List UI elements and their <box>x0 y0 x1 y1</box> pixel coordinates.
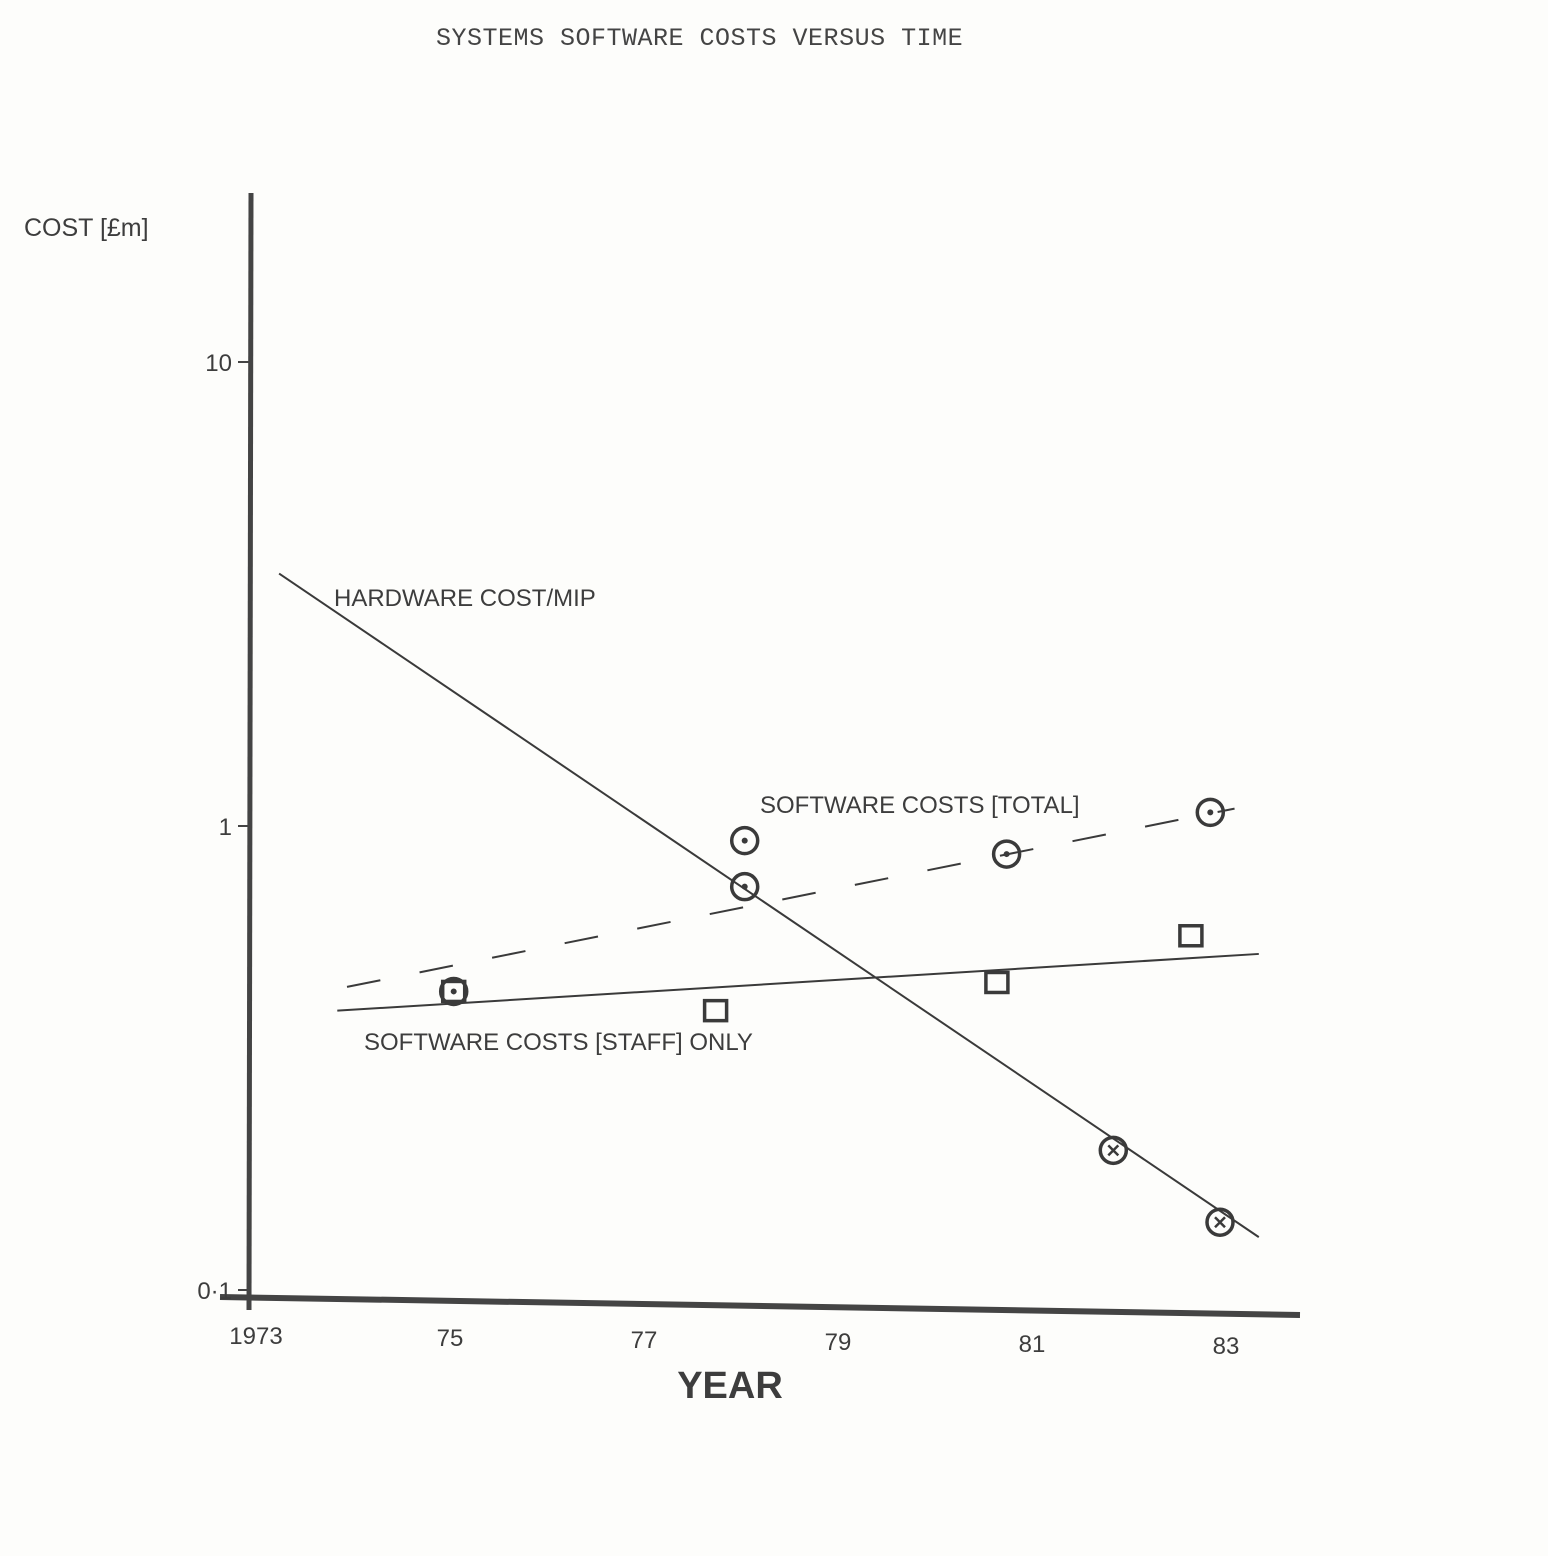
y-axis-label: COST [£m] <box>24 214 149 242</box>
x-tick-label: 75 <box>437 1325 464 1352</box>
data-point-dot <box>741 837 748 844</box>
data-point-circle <box>991 839 1022 869</box>
series-line <box>346 807 1235 988</box>
series-2 <box>346 797 1235 1007</box>
x-tick-label: 81 <box>1019 1331 1046 1358</box>
data-point-circle <box>729 825 760 856</box>
data-point-dot <box>450 988 457 995</box>
y-tick-label: 1 <box>219 814 232 841</box>
x-axis-label: YEAR <box>677 1365 783 1407</box>
x-tick-label: 77 <box>631 1327 658 1354</box>
x-tick-label: 83 <box>1213 1333 1240 1360</box>
data-point-circle <box>729 871 760 902</box>
series-3 <box>337 924 1259 1023</box>
data-point-dot <box>741 883 748 890</box>
data-point-circle <box>1205 1207 1235 1237</box>
data-point-dot <box>1207 809 1214 816</box>
data-point-square <box>984 970 1010 995</box>
series-label-hardware: HARDWARE COST/MIP <box>334 585 596 612</box>
y-tick-label: 0·1 <box>197 1278 232 1305</box>
data-point-circle <box>1098 1135 1129 1166</box>
data-point-dot <box>1003 851 1010 858</box>
y-axis-line <box>246 192 254 1311</box>
x-tick-label: 1973 <box>229 1323 282 1350</box>
series-line <box>337 952 1259 1012</box>
x-axis-line <box>219 1294 1301 1318</box>
data-point-square <box>440 979 467 1004</box>
data-point-cross <box>1214 1216 1226 1229</box>
series-label-software-staff: SOFTWARE COSTS [STAFF] ONLY <box>364 1029 753 1056</box>
series-line <box>278 572 1260 1238</box>
series-1 <box>278 572 1260 1238</box>
chart-title: SYSTEMS SOFTWARE COSTS VERSUS TIME <box>436 24 964 53</box>
data-point-square <box>702 998 729 1023</box>
series-label-software-total: SOFTWARE COSTS [TOTAL] <box>760 792 1080 819</box>
data-point-circle <box>1195 797 1226 828</box>
data-point-square <box>1178 924 1204 948</box>
data-point-cross <box>1107 1144 1120 1157</box>
y-tick-label: 10 <box>205 350 232 377</box>
x-tick-label: 79 <box>825 1329 852 1356</box>
